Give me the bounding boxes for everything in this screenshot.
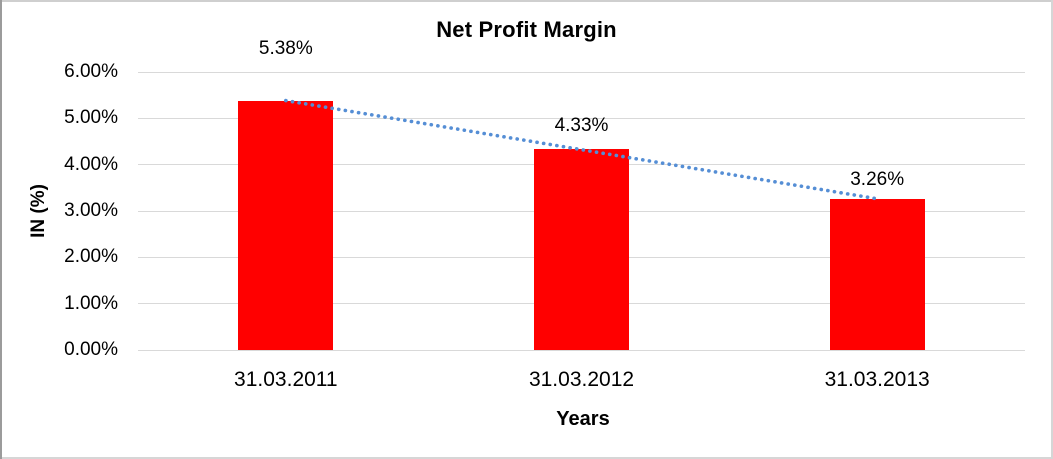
y-tick-label: 5.00% (64, 107, 118, 129)
bar-data-label: 3.26% (850, 168, 905, 190)
bar (238, 100, 334, 350)
y-tick-label: 6.00% (64, 61, 118, 82)
chart-title: Net Profit Margin (436, 17, 617, 42)
y-tick-label: 0.00% (64, 339, 118, 360)
gridline (138, 349, 1025, 351)
y-tick-label: 3.00% (64, 200, 118, 221)
x-tick-label: 31.03.2013 (824, 368, 930, 391)
y-tick-label: 4.00% (64, 153, 118, 175)
x-tick-label: 31.03.2012 (528, 368, 635, 391)
y-tick-label: 1.00% (64, 292, 118, 314)
bar (829, 198, 925, 350)
x-tick-label: 31.03.2011 (234, 368, 338, 391)
y-tick-label: 2.00% (64, 246, 118, 268)
bar-data-label: 5.38% (258, 37, 313, 59)
x-axis-title: Years (556, 408, 610, 430)
bar-data-label: 4.33% (554, 115, 609, 137)
gridline (138, 71, 1025, 73)
bar (534, 149, 629, 350)
